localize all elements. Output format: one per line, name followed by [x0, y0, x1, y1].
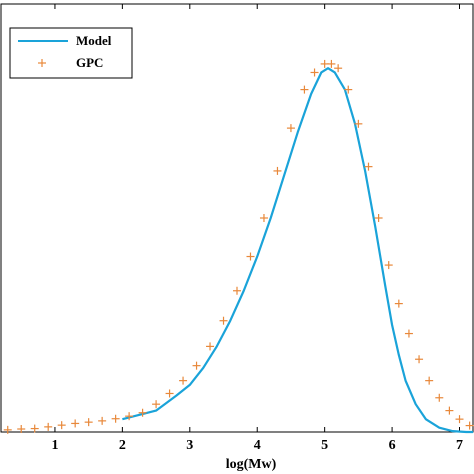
- gpc-point: [465, 421, 474, 430]
- x-axis-ticks: 1 2 3 4 5 6 7: [51, 4, 463, 453]
- gpc-point: [44, 422, 53, 431]
- gpc-point: [206, 342, 215, 351]
- gpc-point: [273, 166, 282, 175]
- gpc-point: [455, 415, 464, 424]
- gpc-point: [165, 389, 174, 398]
- gpc-point: [334, 64, 343, 73]
- gpc-point: [364, 162, 373, 171]
- gpc-point: [259, 214, 268, 222]
- series-model-line: [122, 67, 473, 434]
- gpc-point: [179, 376, 188, 385]
- gpc-point: [246, 252, 255, 261]
- gpc-point: [404, 329, 413, 338]
- gpc-point: [320, 59, 329, 68]
- legend-model-label: Model: [76, 33, 112, 48]
- gpc-point: [152, 400, 161, 409]
- gpc-point: [300, 85, 309, 94]
- gpc-point: [384, 261, 393, 270]
- gpc-point: [30, 424, 39, 433]
- gpc-point: [435, 393, 444, 402]
- gpc-point: [425, 376, 434, 385]
- x-tick-label: 7: [456, 438, 463, 453]
- legend: Model GPC: [9, 27, 133, 79]
- gpc-point: [111, 414, 120, 423]
- gpc-point: [138, 408, 147, 417]
- gpc-point: [71, 419, 80, 428]
- legend-gpc-marker: [38, 59, 46, 67]
- x-tick-label: 3: [186, 438, 193, 453]
- gpc-point: [84, 418, 93, 427]
- gpc-point: [354, 119, 363, 128]
- gpc-point: [374, 214, 383, 222]
- x-tick-label: 5: [321, 438, 328, 453]
- gpc-point: [192, 361, 201, 370]
- gpc-point: [233, 286, 241, 295]
- gpc-point: [415, 355, 424, 364]
- series-layer: [3, 59, 474, 434]
- gpc-point: [310, 68, 319, 77]
- gpc-point: [327, 59, 336, 68]
- gpc-point: [286, 124, 295, 133]
- gpc-point: [57, 421, 66, 430]
- gpc-point: [445, 406, 454, 415]
- x-tick-label: 1: [51, 438, 58, 453]
- legend-box: [9, 27, 133, 79]
- gpc-point: [394, 299, 403, 308]
- x-tick-label: 4: [254, 438, 261, 453]
- gpc-point: [17, 425, 26, 434]
- x-axis-label: log(Mw): [226, 457, 277, 472]
- gpc-point: [219, 316, 228, 325]
- gpc-point: [125, 412, 134, 421]
- legend-gpc-label: GPC: [76, 55, 103, 70]
- gpc-point: [3, 425, 12, 434]
- x-tick-label: 6: [389, 438, 396, 453]
- x-tick-label: 2: [119, 438, 126, 453]
- gpc-point: [344, 85, 353, 94]
- gpc-point: [98, 416, 107, 425]
